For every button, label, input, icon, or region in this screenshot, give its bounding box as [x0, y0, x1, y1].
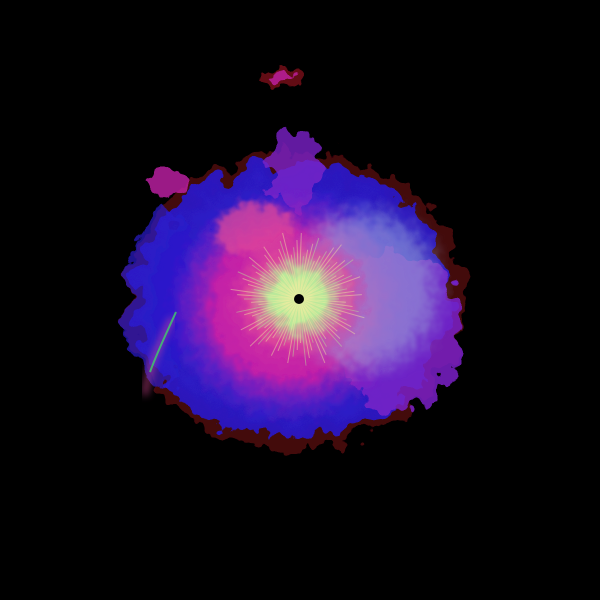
- core-ray: [288, 306, 298, 340]
- core-ray: [268, 269, 294, 294]
- core-ray: [237, 271, 292, 297]
- top-wisp: [260, 69, 304, 87]
- core-ray: [255, 271, 293, 296]
- core-ray: [242, 278, 292, 297]
- core-ray: [258, 299, 292, 306]
- core-ray: [306, 290, 355, 299]
- core-ray: [305, 302, 356, 335]
- core-ray: [292, 306, 299, 357]
- core-ray: [299, 256, 304, 292]
- core-rays: [230, 232, 365, 366]
- core-ray: [306, 300, 365, 319]
- core-ray: [264, 303, 294, 329]
- core-ray: [299, 306, 307, 366]
- core-ray: [298, 306, 302, 343]
- core-ray: [305, 302, 352, 328]
- core-ray: [296, 306, 300, 350]
- core-ray: [304, 260, 346, 295]
- core-ray: [248, 302, 293, 331]
- core-ray: [303, 247, 335, 293]
- core-ray: [305, 259, 354, 295]
- core-ray: [302, 251, 327, 293]
- core-ray: [251, 299, 292, 303]
- core-ray: [263, 246, 295, 293]
- core-ray: [302, 255, 321, 293]
- core-ray: [303, 305, 327, 340]
- core-ray: [247, 283, 292, 298]
- core-ray: [257, 304, 295, 345]
- core-ray: [278, 305, 296, 334]
- core-ray: [249, 304, 294, 347]
- core-ray: [301, 306, 326, 364]
- core-ray: [299, 249, 309, 292]
- core-ray: [290, 254, 299, 292]
- core-ray: [306, 286, 340, 298]
- core-ray: [296, 240, 300, 292]
- core-ray: [302, 305, 327, 347]
- core-ray: [304, 303, 338, 332]
- left-streak: [142, 311, 177, 396]
- core-ray: [302, 305, 327, 355]
- core-ray: [256, 303, 293, 330]
- center-void: [294, 294, 304, 304]
- core-ray: [306, 274, 353, 297]
- core-ray: [265, 304, 295, 342]
- core-ray: [299, 306, 310, 359]
- core-ray: [279, 240, 298, 292]
- core-ray: [236, 300, 292, 313]
- core-ray: [301, 260, 315, 292]
- core-ray: [300, 243, 314, 292]
- core-ray: [278, 264, 296, 293]
- core-ray: [244, 300, 292, 316]
- core-ray: [300, 306, 313, 351]
- core-ray: [270, 305, 296, 356]
- core-ray: [300, 306, 314, 343]
- core-ray: [282, 232, 298, 292]
- core-ray: [306, 301, 347, 321]
- core-ray: [259, 301, 292, 317]
- core-ray: [237, 294, 292, 299]
- core-ray: [272, 305, 295, 339]
- core-ray: [277, 306, 297, 352]
- core-ray: [278, 248, 297, 292]
- core-ray: [306, 299, 346, 303]
- core-ray: [287, 306, 299, 364]
- core-ray: [277, 256, 296, 293]
- core-ray: [304, 261, 338, 294]
- core-ray: [306, 300, 359, 313]
- core-ray: [300, 237, 320, 292]
- upper-left-clump: [148, 168, 188, 196]
- core-ray: [253, 288, 292, 298]
- core-ray: [251, 264, 293, 295]
- core-ray: [306, 294, 362, 299]
- core-ray: [306, 299, 353, 308]
- core-ray: [306, 288, 348, 298]
- core-ray: [304, 304, 341, 339]
- core-ray: [303, 264, 331, 294]
- core-ray: [305, 275, 337, 296]
- core-ray: [306, 276, 361, 297]
- core-ray: [303, 304, 343, 347]
- core-ray: [305, 274, 345, 296]
- core-ray: [240, 302, 293, 331]
- core-ray: [251, 301, 292, 317]
- core-ray: [265, 262, 295, 294]
- core-ray: [303, 304, 325, 332]
- core-ray: [264, 254, 295, 294]
- core-ray: [259, 277, 293, 296]
- core-ray: [293, 247, 299, 292]
- core-ray: [230, 288, 292, 299]
- core-ray: [306, 301, 342, 315]
- core-ray: [283, 306, 298, 346]
- core-ray: [305, 303, 335, 325]
- core-ray: [298, 233, 302, 292]
- core-ray: [303, 244, 342, 294]
- core-ray: [248, 256, 294, 295]
